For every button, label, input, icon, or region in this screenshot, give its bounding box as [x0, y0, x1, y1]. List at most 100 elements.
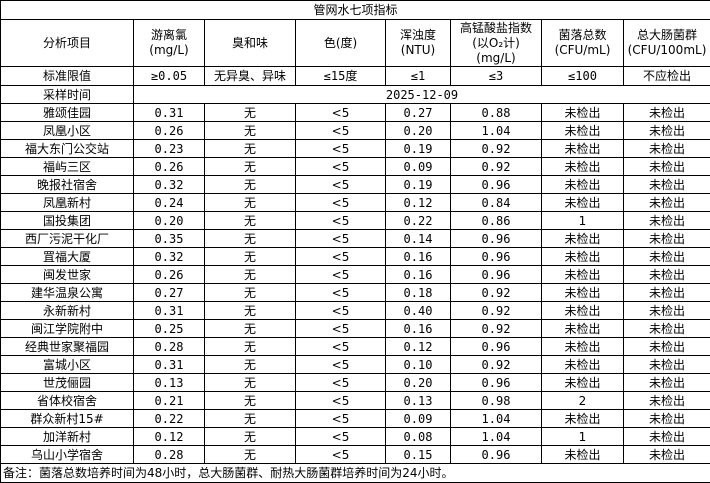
site-name: 建华温泉公寓	[1, 284, 134, 302]
value-cell: 未检出	[542, 356, 624, 374]
site-name: 群众新村15#	[1, 410, 134, 428]
value-cell: 0.40	[386, 302, 451, 320]
value-cell: 0.96	[451, 266, 542, 284]
value-cell: 1.04	[451, 428, 542, 446]
value-cell: 未检出	[624, 374, 710, 392]
column-header-line: 游离氯	[134, 28, 204, 43]
value-cell: 0.96	[451, 374, 542, 392]
value-cell: <5	[296, 104, 386, 122]
value-cell: 未检出	[624, 176, 710, 194]
value-cell: <5	[296, 356, 386, 374]
value-cell: <5	[296, 230, 386, 248]
standard-limit-cell: ≤1	[386, 67, 451, 86]
value-cell: <5	[296, 374, 386, 392]
column-header-line: 浑浊度	[386, 28, 450, 43]
value-cell: 未检出	[624, 302, 710, 320]
value-cell: <5	[296, 248, 386, 266]
value-cell: 无	[205, 140, 296, 158]
value-cell: 0.32	[134, 248, 205, 266]
column-header-line: (CFU/100mL)	[624, 43, 710, 58]
column-header: 游离氯(mg/L)	[134, 20, 205, 67]
value-cell: 无	[205, 122, 296, 140]
value-cell: <5	[296, 176, 386, 194]
value-cell: 无	[205, 266, 296, 284]
value-cell: 0.96	[451, 230, 542, 248]
standard-limit-cell: ≤15度	[296, 67, 386, 86]
value-cell: 未检出	[624, 428, 710, 446]
value-cell: <5	[296, 410, 386, 428]
value-cell: 未检出	[542, 410, 624, 428]
table-note: 备注：菌落总数培养时间为48小时，总大肠菌群、耐热大肠菌群培养时间为24小时。	[1, 464, 710, 483]
header-row: 分析项目游离氯(mg/L)臭和味色(度)浑浊度(NTU)高锰酸盐指数(以O₂计)…	[1, 20, 710, 67]
value-cell: 2	[542, 392, 624, 410]
column-header-line: (以O₂计)	[451, 36, 541, 51]
value-cell: 无	[205, 428, 296, 446]
value-cell: <5	[296, 140, 386, 158]
column-header-line: 高锰酸盐指数	[451, 21, 541, 36]
value-cell: 未检出	[624, 284, 710, 302]
value-cell: 无	[205, 230, 296, 248]
column-header: 臭和味	[205, 20, 296, 67]
column-header-line: (mg/L)	[134, 43, 204, 58]
value-cell: <5	[296, 428, 386, 446]
value-cell: 0.21	[134, 392, 205, 410]
value-cell: 无	[205, 194, 296, 212]
value-cell: 0.09	[386, 158, 451, 176]
value-cell: 未检出	[542, 302, 624, 320]
value-cell: 未检出	[624, 320, 710, 338]
value-cell: 0.10	[386, 356, 451, 374]
standard-limit-cell: ≥0.05	[134, 67, 205, 86]
value-cell: 无	[205, 212, 296, 230]
row-label: 采样时间	[1, 86, 134, 104]
value-cell: 未检出	[542, 158, 624, 176]
value-cell: 未检出	[624, 248, 710, 266]
value-cell: 1	[542, 428, 624, 446]
value-cell: 0.96	[451, 248, 542, 266]
value-cell: 无	[205, 284, 296, 302]
column-header: 菌落总数(CFU/mL)	[542, 20, 624, 67]
value-cell: 未检出	[542, 248, 624, 266]
value-cell: 0.84	[451, 194, 542, 212]
site-name: 省体校宿舍	[1, 392, 134, 410]
value-cell: 0.92	[451, 320, 542, 338]
value-cell: 0.32	[134, 176, 205, 194]
sampling-date: 2025-12-09	[134, 86, 710, 104]
value-cell: 0.16	[386, 248, 451, 266]
site-name: 福屿三区	[1, 158, 134, 176]
value-cell: 无	[205, 158, 296, 176]
site-name: 加洋新村	[1, 428, 134, 446]
value-cell: 0.16	[386, 266, 451, 284]
site-name: 西厂污泥干化厂	[1, 230, 134, 248]
value-cell: <5	[296, 284, 386, 302]
value-cell: 未检出	[542, 176, 624, 194]
value-cell: 0.31	[134, 302, 205, 320]
value-cell: 未检出	[624, 122, 710, 140]
site-name: 国投集团	[1, 212, 134, 230]
value-cell: 无	[205, 104, 296, 122]
value-cell: 未检出	[624, 266, 710, 284]
value-cell: 无	[205, 338, 296, 356]
value-cell: 未检出	[542, 230, 624, 248]
column-header-line: 色(度)	[296, 36, 385, 51]
value-cell: 0.88	[451, 104, 542, 122]
value-cell: 未检出	[624, 356, 710, 374]
value-cell: 未检出	[624, 446, 710, 464]
value-cell: <5	[296, 194, 386, 212]
site-name: 闽发世家	[1, 266, 134, 284]
value-cell: 无	[205, 320, 296, 338]
value-cell: 未检出	[542, 122, 624, 140]
value-cell: <5	[296, 266, 386, 284]
value-cell: 0.19	[386, 176, 451, 194]
value-cell: 无	[205, 248, 296, 266]
column-header-line: (CFU/mL)	[542, 43, 623, 58]
value-cell: 0.35	[134, 230, 205, 248]
column-header-line: (mg/L)	[451, 51, 541, 66]
value-cell: 无	[205, 374, 296, 392]
